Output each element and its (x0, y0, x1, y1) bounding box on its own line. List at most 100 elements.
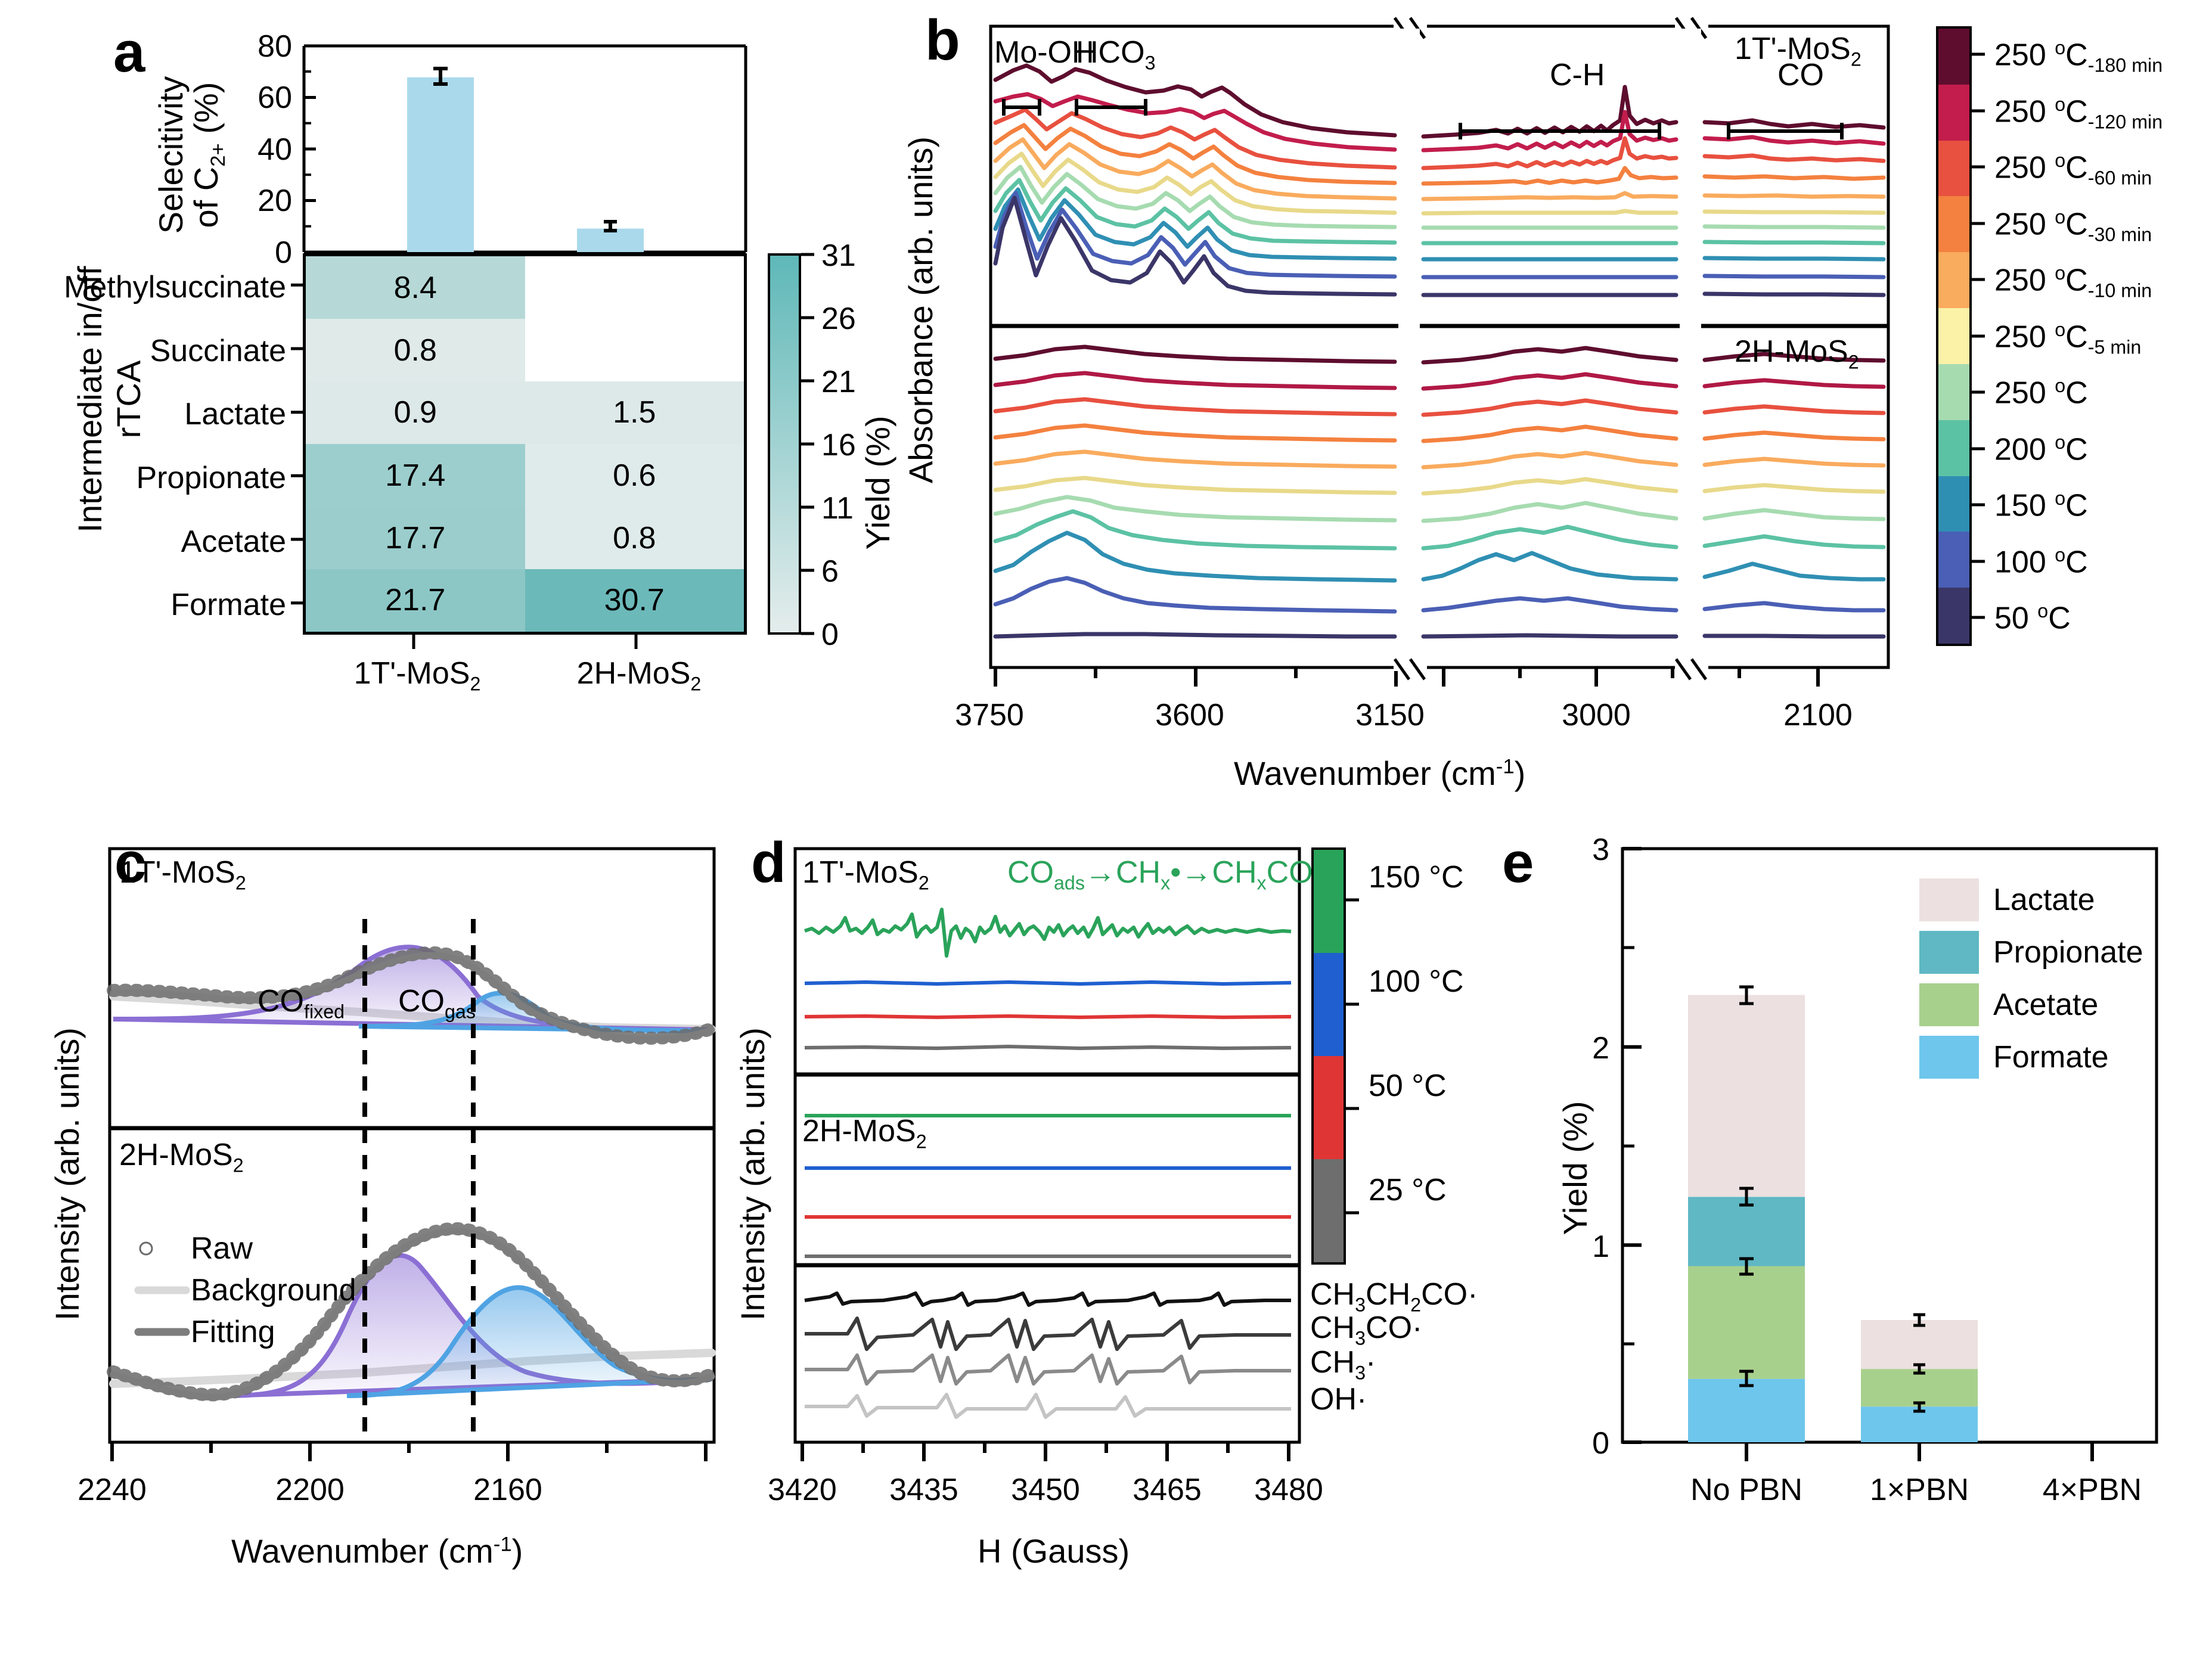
background-line-icon (134, 1285, 191, 1295)
panel-a-ytick-40: 40 (257, 132, 292, 167)
panel-d-ref-label-ch3: CH3· (1310, 1345, 1376, 1384)
panel-e-legend-label-acetate: Acetate (1993, 987, 2099, 1022)
panel-d-ref-label-ch3co: CH3CO· (1310, 1311, 1423, 1349)
panel-c-legend-item-fitting: Fitting (134, 1311, 447, 1353)
panel-a-ytick-80: 80 (257, 29, 292, 64)
heatmap-cell-propionate-1t: 17.4 (306, 444, 525, 507)
panel-c-xtick-2240: 2240 (77, 1473, 147, 1507)
panel-b-top-title: 1T'-MoS2 (1735, 32, 1861, 70)
panel-b-band-label-hco3: HCO3 (1076, 35, 1156, 74)
panel-b-label: b (925, 8, 960, 72)
panel-a-colorbar-tick-21: 21 (821, 365, 856, 399)
panel-e-xtick-4xpbn: 4×PBN (2042, 1473, 2142, 1507)
panel-d-colorbar-ticks (1346, 847, 1359, 1265)
legend-swatch-250c-30min (1938, 196, 1969, 253)
panel-a-row-label-propionate: Propionate (136, 461, 286, 495)
panel-c-xtick-2160: 2160 (473, 1473, 542, 1507)
legend-swatch-200c (1938, 420, 1969, 476)
panel-d-xtick-3450: 3450 (1011, 1473, 1080, 1507)
panel-c-legend-label-fitting: Fitting (191, 1315, 275, 1349)
panel-d-swatch-50c (1314, 1056, 1344, 1159)
panel-e-label: e (1502, 831, 1534, 895)
panel-e-legend-label-lactate: Lactate (1993, 883, 2095, 917)
panel-d-colorbar (1311, 847, 1346, 1265)
panel-c-peak-label-cogas: COgas (398, 984, 476, 1023)
panel-e-xtick-nopbn: No PBN (1690, 1473, 1802, 1507)
panel-e-legend-label-formate: Formate (1993, 1040, 2109, 1075)
panel-b-legend-label-3: 250 oC-30 min (1994, 206, 2152, 246)
panel-d-colorbar-label-150c: 150 °C (1369, 860, 1464, 895)
panel-a-ytick-20: 20 (257, 184, 292, 218)
legend-swatch-100c (1938, 532, 1969, 588)
panel-a-row-label-acetate: Acetate (181, 524, 286, 559)
panel-a-row-ticks (291, 253, 305, 635)
panel-b-bottom-title: 2H-MoS2 (1735, 334, 1859, 373)
panel-a-colorbar-tick-26: 26 (821, 302, 856, 336)
legend-swatch-propionate (1919, 931, 1979, 974)
panel-a-bar-ylabel-line1: Selecitivity (152, 76, 190, 234)
panel-d-swatch-100c (1314, 953, 1344, 1056)
panel-a-col-ticks (303, 635, 747, 649)
panel-c-svg (107, 847, 718, 1461)
panel-e-legend-item-acetate: Acetate (1919, 979, 2170, 1031)
panel-a-colorbar-tick-31: 31 (821, 238, 856, 273)
panel-a-ytick-60: 60 (257, 80, 292, 115)
heatmap-cell-formate-1t: 21.7 (306, 569, 525, 632)
panel-c-legend: Raw Background Fitting (134, 1228, 447, 1353)
panel-b-legend-label-4: 250 oC-10 min (1994, 262, 2152, 302)
panel-d-plot (793, 847, 1301, 1461)
panel-b-legend-label-9: 100 oC (1994, 544, 2088, 580)
legend-swatch-formate (1919, 1036, 1979, 1079)
panel-b-xtick-3000: 3000 (1562, 698, 1631, 732)
heatmap-cell-acetate-2h: 0.8 (525, 507, 744, 569)
panel-b-xtick-2100: 2100 (1783, 698, 1853, 732)
legend-swatch-250c (1938, 364, 1969, 420)
panel-a-ytick-0: 0 (275, 235, 292, 270)
panel-d-annotation: COads→CHx•→CHxCO• (1007, 855, 1324, 894)
panel-e: e Yield (%) (1490, 822, 2209, 1680)
legend-swatch-acetate (1919, 983, 1979, 1026)
panel-e-legend: Lactate Propionate Acetate Formate (1919, 874, 2170, 1083)
panel-d-xtick-3465: 3465 (1133, 1473, 1202, 1507)
panel-c-peak-label-cofixed: COfixed (257, 984, 345, 1023)
panel-c-legend-item-background: Background (134, 1269, 447, 1311)
heatmap-cell-formate-2h: 30.7 (525, 569, 744, 632)
panel-e-legend-item-formate: Formate (1919, 1031, 2170, 1083)
panel-e-xtick-1xpbn: 1×PBN (1869, 1473, 1969, 1507)
legend-swatch-250c-60min (1938, 140, 1969, 197)
panel-b-ylabel: Absorbance (arb. units) (902, 136, 939, 484)
panel-e-legend-label-propionate: Propionate (1993, 935, 2143, 970)
panel-e-legend-item-propionate: Propionate (1919, 926, 2170, 979)
panel-e-ytick-2: 2 (1592, 1031, 1609, 1066)
panel-a-colorbar-tick-16: 16 (821, 428, 856, 462)
heatmap-cell-lactate-2h: 1.5 (525, 381, 744, 444)
panel-c-top-title: 1T'-MoS2 (119, 855, 246, 894)
panel-b-xtick-3750: 3750 (955, 698, 1024, 732)
panel-d-ref-label-ch3ch2co: CH3CH2CO· (1310, 1277, 1478, 1316)
panel-a-row-label-lactate: Lactate (184, 397, 286, 431)
panel-d-xtick-3480: 3480 (1254, 1473, 1323, 1507)
panel-a-row-label-succinate: Succinate (150, 334, 286, 368)
panel-e-ytick-3: 3 (1592, 833, 1609, 867)
panel-b: b Absorbance (arb. units) (876, 0, 2209, 793)
panel-b-xlabel: Wavenumber (cm-1) (1234, 754, 1526, 792)
panel-d-ref-label-oh: OH· (1310, 1382, 1367, 1417)
panel-e-ytick-1: 1 (1592, 1229, 1609, 1264)
panel-c-bottom-title: 2H-MoS2 (119, 1138, 244, 1176)
panel-c-legend-label-background: Background (191, 1273, 356, 1308)
panel-a-bar-svg (302, 44, 747, 254)
panel-b-xtick-3600: 3600 (1155, 698, 1224, 732)
panel-d-colorbar-label-50c: 50 °C (1369, 1069, 1447, 1103)
panel-d-swatch-150c (1314, 850, 1344, 953)
panel-b-plot (989, 17, 1890, 687)
heatmap-cell-methylsuccinate-1t: 8.4 (306, 256, 525, 319)
panel-d-bottom-title: 2H-MoS2 (802, 1114, 927, 1153)
panel-d: d Intensity (arb. units) (734, 822, 1490, 1680)
panel-d-xlabel: H (Gauss) (978, 1532, 1130, 1570)
panel-e-ylabel: Yield (%) (1556, 1101, 1594, 1235)
panel-b-legend-label-7: 200 oC (1994, 431, 2088, 467)
panel-c-xtick-2200: 2200 (275, 1473, 345, 1507)
legend-swatch-250c-5min (1938, 308, 1969, 364)
panel-b-legend-label-0: 250 oC-180 min (1994, 37, 2163, 76)
